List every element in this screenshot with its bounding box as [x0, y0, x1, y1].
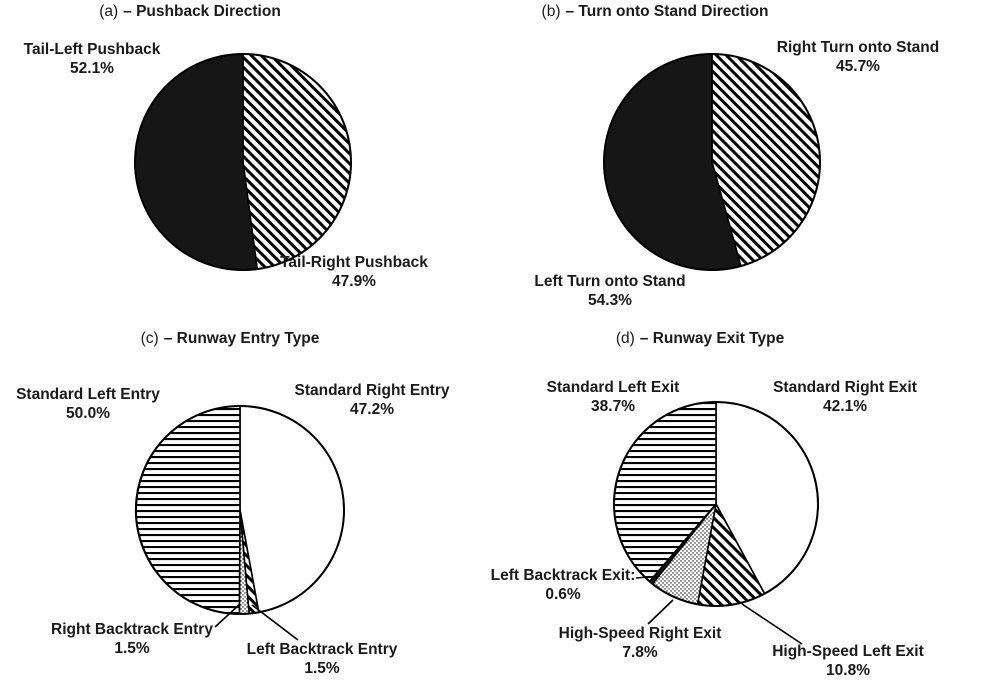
slice-label-right-turn-onto-stand: Right Turn onto Stand 45.7% [777, 38, 939, 76]
panel-title-a: (a) – Pushback Direction [99, 3, 281, 21]
slice-label-text: Standard Left Entry [16, 386, 160, 403]
slice-label-text: Standard Left Exit [546, 379, 680, 396]
slice-label-tail-left-pushback: Tail-Left Pushback 52.1% [24, 40, 161, 78]
slice-label-pct: 38.7% [591, 398, 635, 415]
slice-label-pct: 42.1% [823, 398, 867, 415]
slice-label-text: Tail-Right Pushback [280, 254, 428, 271]
panel-letter-a: (a) [99, 3, 119, 20]
slice-label-text: Tail-Left Pushback [23, 41, 161, 58]
slice-label-standard-left-entry: Standard Left Entry 50.0% [16, 385, 160, 423]
slice-label-pct: 54.3% [588, 292, 632, 309]
slice-label-tail-right-pushback: Tail-Right Pushback 47.9% [280, 253, 428, 291]
panel-title-b: (b) – Turn onto Stand Direction [542, 3, 769, 21]
slice-label-left-turn-onto-stand: Left Turn onto Stand 54.3% [534, 272, 685, 310]
slice-label-standard-right-entry: Standard Right Entry 47.2% [294, 381, 449, 419]
panel-title-text-b: – Turn onto Stand Direction [565, 3, 769, 20]
slice-label-high-speed-right-exit: High-Speed Right Exit 7.8% [559, 624, 722, 662]
slice-label-pct: 1.5% [304, 660, 340, 677]
slice-label-high-speed-left-exit: High-Speed Left Exit 10.8% [772, 642, 924, 680]
slice-label-pct: 52.1% [70, 60, 114, 77]
slice-label-pct: 1.5% [114, 640, 150, 657]
slice-label-pct: 47.9% [332, 273, 376, 290]
slice-label-text: Left Turn onto Stand [534, 273, 686, 290]
slice-label-pct: 50.0% [66, 405, 110, 422]
slice-label-pct: 10.8% [826, 662, 870, 679]
panel-title-text-a: – Pushback Direction [123, 3, 281, 20]
slice-label-right-backtrack-entry: Right Backtrack Entry 1.5% [51, 620, 213, 658]
slice-label-standard-right-exit: Standard Right Exit 42.1% [773, 378, 917, 416]
slice-label-text: Standard Right Entry [294, 382, 450, 399]
slice-label-text: Standard Right Exit [773, 379, 917, 396]
slice-label-left-backtrack-entry: Left Backtrack Entry 1.5% [247, 640, 398, 678]
slice-label-pct: 45.7% [836, 58, 880, 75]
slice-label-text: Right Turn onto Stand [776, 39, 940, 56]
slice-label-pct: 47.2% [350, 401, 394, 418]
slice-label-text: Left Backtrack Exit: [490, 567, 636, 584]
slice-label-text: Left Backtrack Entry [246, 641, 398, 658]
slice-label-pct: 7.8% [622, 644, 658, 661]
panel-title-d: (d) – Runway Exit Type [616, 330, 784, 348]
slice-label-left-backtrack-exit: Left Backtrack Exit: 0.6% [491, 566, 636, 604]
panel-letter-d: (d) [615, 330, 635, 347]
slice-label-text: High-Speed Left Exit [772, 643, 924, 660]
panel-letter-c: (c) [140, 330, 159, 347]
slice-label-text: Right Backtrack Entry [51, 621, 213, 638]
panel-title-text-d: – Runway Exit Type [639, 330, 785, 347]
panel-letter-b: (b) [541, 3, 561, 20]
panel-title-c: (c) – Runway Entry Type [141, 330, 320, 348]
slice-label-text: High-Speed Right Exit [558, 625, 722, 642]
panel-title-text-c: – Runway Entry Type [163, 330, 320, 347]
slice-label-pct: 0.6% [545, 586, 581, 603]
slice-label-standard-left-exit: Standard Left Exit 38.7% [547, 378, 680, 416]
